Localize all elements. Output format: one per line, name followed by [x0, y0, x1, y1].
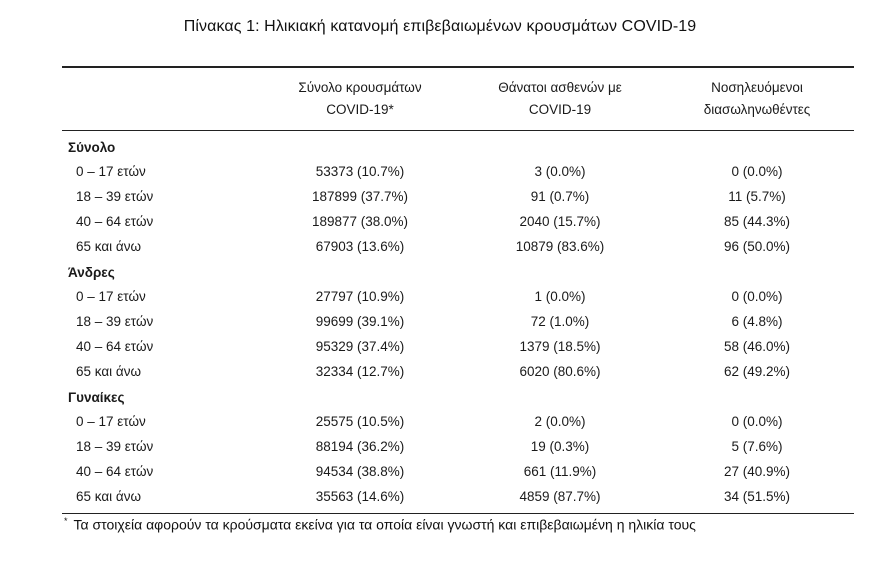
cases-cell: 95329 (37.4%): [315, 339, 405, 354]
intubated-cell: 5 (7.6%): [731, 439, 783, 454]
table-row: 65 και άνω 35563 (14.6%) 4859 (87.7%) 34 (5…: [62, 484, 854, 509]
table-row: 40 – 64 ετών 95329 (37.4%) 1379 (18.5%) 58 …: [62, 334, 854, 359]
header-total-cases-line2: COVID-19*: [326, 102, 394, 117]
intubated-cell: 6 (4.8%): [731, 314, 783, 329]
age-cell: 65 και άνω: [76, 239, 142, 254]
deaths-cell: 3 (0.0%): [534, 164, 586, 179]
intubated-cell: 0 (0.0%): [731, 414, 783, 429]
table-group: Άνδρες 0 – 17 ετών 27797 (10.9%) 1 (0.0%) 0 …: [62, 262, 854, 384]
age-cell: 40 – 64 ετών: [76, 339, 154, 354]
cases-cell: 88194 (36.2%): [315, 439, 405, 454]
deaths-cell: 2 (0.0%): [534, 414, 586, 429]
table-row: 0 – 17 ετών 25575 (10.5%) 2 (0.0%) 0 (0.0%): [62, 409, 854, 434]
cases-cell: 187899 (37.7%): [311, 189, 409, 204]
age-distribution-table: Σύνολο κρουσμάτων COVID-19* Θάνατοι ασθε…: [62, 66, 854, 514]
cases-cell: 189877 (38.0%): [311, 214, 409, 229]
intubated-cell: 85 (44.3%): [723, 214, 791, 229]
age-cell: 40 – 64 ετών: [76, 464, 154, 479]
cases-cell: 94534 (38.8%): [315, 464, 405, 479]
header-deaths-line2: COVID-19: [528, 102, 592, 117]
intubated-cell: 96 (50.0%): [723, 239, 791, 254]
age-cell: 65 και άνω: [76, 489, 142, 504]
deaths-cell: 10879 (83.6%): [515, 239, 605, 254]
cases-cell: 67903 (13.6%): [315, 239, 405, 254]
header-intubated-line2: διασωληνωθέντες: [703, 102, 811, 117]
cases-cell: 53373 (10.7%): [315, 164, 405, 179]
table-group: Σύνολο 0 – 17 ετών 53373 (10.7%) 3 (0.0%) 0 …: [62, 137, 854, 259]
table-row: 0 – 17 ετών 53373 (10.7%) 3 (0.0%) 0 (0.0%): [62, 159, 854, 184]
table-row: 40 – 64 ετών 189877 (38.0%) 2040 (15.7%) 85…: [62, 209, 854, 234]
cases-cell: 35563 (14.6%): [315, 489, 405, 504]
intubated-cell: 27 (40.9%): [723, 464, 791, 479]
group-title: Άνδρες: [68, 265, 115, 280]
footnote-text: Τα στοιχεία αφορούν τα κρούσματα εκείνα …: [73, 516, 696, 533]
header-deaths: Θάνατοι ασθενών με COVID-19: [460, 77, 660, 121]
table-title: Πίνακας 1: Ηλικιακή κατανομή επιβεβαιωμέ…: [183, 18, 697, 35]
intubated-cell: 62 (49.2%): [723, 364, 791, 379]
age-cell: 65 και άνω: [76, 364, 142, 379]
table-top-rule: [62, 66, 854, 68]
table-row: 0 – 17 ετών 27797 (10.9%) 1 (0.0%) 0 (0.0%): [62, 284, 854, 309]
table-row: 65 και άνω 32334 (12.7%) 6020 (80.6%) 62 (4…: [62, 359, 854, 384]
age-cell: 18 – 39 ετών: [76, 314, 154, 329]
header-intubated-line1: Νοσηλευόμενοι: [711, 80, 803, 95]
table-header-rule: [62, 130, 854, 131]
deaths-cell: 1379 (18.5%): [519, 339, 601, 354]
table-row: 18 – 39 ετών 187899 (37.7%) 91 (0.7%) 11 (5…: [62, 184, 854, 209]
table-row: 18 – 39 ετών 88194 (36.2%) 19 (0.3%) 5 (7.6…: [62, 434, 854, 459]
age-cell: 40 – 64 ετών: [76, 214, 154, 229]
deaths-cell: 661 (11.9%): [523, 464, 597, 479]
age-cell: 0 – 17 ετών: [76, 164, 146, 179]
deaths-cell: 4859 (87.7%): [519, 489, 601, 504]
age-cell: 18 – 39 ετών: [76, 439, 154, 454]
intubated-cell: 58 (46.0%): [723, 339, 791, 354]
header-intubated: Νοσηλευόμενοι διασωληνωθέντες: [660, 77, 854, 121]
table-bottom-rule: [62, 513, 854, 514]
header-total-cases-line1: Σύνολο κρουσμάτων: [298, 80, 422, 95]
deaths-cell: 91 (0.7%): [530, 189, 590, 204]
header-deaths-line1: Θάνατοι ασθενών με: [498, 80, 622, 95]
table-row: 65 και άνω 67903 (13.6%) 10879 (83.6%) 96 (…: [62, 234, 854, 259]
deaths-cell: 72 (1.0%): [530, 314, 590, 329]
deaths-cell: 6020 (80.6%): [519, 364, 601, 379]
age-cell: 0 – 17 ετών: [76, 414, 146, 429]
intubated-cell: 34 (51.5%): [723, 489, 791, 504]
header-total-cases: Σύνολο κρουσμάτων COVID-19*: [260, 77, 460, 121]
intubated-cell: 11 (5.7%): [728, 189, 786, 204]
cases-cell: 32334 (12.7%): [315, 364, 405, 379]
deaths-cell: 1 (0.0%): [534, 289, 586, 304]
table-row: 18 – 39 ετών 99699 (39.1%) 72 (1.0%) 6 (4.8…: [62, 309, 854, 334]
age-cell: 0 – 17 ετών: [76, 289, 146, 304]
deaths-cell: 19 (0.3%): [530, 439, 590, 454]
group-title: Σύνολο: [68, 140, 116, 155]
table-row: 40 – 64 ετών 94534 (38.8%) 661 (11.9%) 27 (…: [62, 459, 854, 484]
table-header-row: Σύνολο κρουσμάτων COVID-19* Θάνατοι ασθε…: [62, 68, 854, 130]
cases-cell: 25575 (10.5%): [315, 414, 405, 429]
cases-cell: 99699 (39.1%): [315, 314, 405, 329]
group-title: Γυναίκες: [68, 390, 125, 405]
table-footnote: * Τα στοιχεία αφορούν τα κρούσματα εκείνα…: [64, 516, 696, 533]
table-group: Γυναίκες 0 – 17 ετών 25575 (10.5%) 2 (0.0%)…: [62, 387, 854, 509]
age-cell: 18 – 39 ετών: [76, 189, 154, 204]
table-body: Σύνολο 0 – 17 ετών 53373 (10.7%) 3 (0.0%) 0 …: [62, 137, 854, 509]
intubated-cell: 0 (0.0%): [731, 289, 783, 304]
deaths-cell: 2040 (15.7%): [519, 214, 601, 229]
cases-cell: 27797 (10.9%): [315, 289, 405, 304]
intubated-cell: 0 (0.0%): [731, 164, 783, 179]
footnote-mark: *: [64, 516, 68, 526]
